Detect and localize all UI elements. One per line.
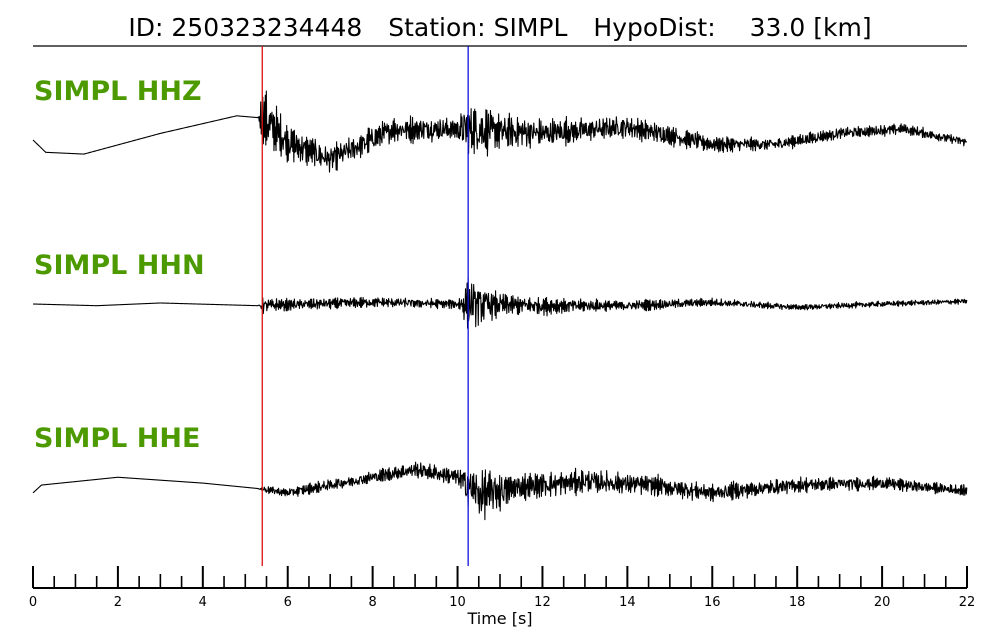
event-id: 250323234448 (171, 13, 362, 42)
time-axis: 0 2 4 6 8 10 12 14 16 18 20 22 (29, 566, 975, 610)
x-axis-label: Time [s] (466, 609, 532, 628)
trace-line-simpl-hhn (32, 276, 968, 329)
hypodist-value: 33.0 (750, 13, 806, 42)
traces-group (32, 90, 968, 521)
x-tick-label: 22 (959, 595, 976, 610)
channel-label-hhz: SIMPL HHZ (34, 76, 202, 107)
x-tick-label: 12 (534, 595, 551, 610)
x-tick-label: 10 (449, 595, 466, 610)
picks-group (261, 46, 469, 566)
plot-title: ID: 250323234448 Station: SIMPL HypoDist: 33.… (128, 13, 871, 42)
x-tick-label: 0 (29, 595, 37, 610)
x-tick-label: 20 (874, 595, 891, 610)
x-tick-label: 4 (199, 595, 207, 610)
event-id-label: ID: (128, 13, 163, 42)
hypodist-unit: [km] (813, 13, 871, 42)
hypodist-label: HypoDist: (593, 13, 715, 42)
x-tick-label: 8 (368, 595, 376, 610)
channel-label-hhn: SIMPL HHN (34, 250, 205, 281)
x-tick-label: 18 (789, 595, 806, 610)
x-tick-label: 16 (704, 595, 721, 610)
channel-label-hhe: SIMPL HHE (34, 423, 200, 454)
trace-line-simpl-hhe (32, 461, 968, 521)
station-label: Station: (388, 13, 485, 42)
x-tick-label: 14 (619, 595, 636, 610)
x-tick-label: 6 (284, 595, 292, 610)
station-name: SIMPL (494, 13, 568, 42)
x-tick-label: 2 (114, 595, 122, 610)
trace-line-simpl-hhz (32, 90, 967, 173)
